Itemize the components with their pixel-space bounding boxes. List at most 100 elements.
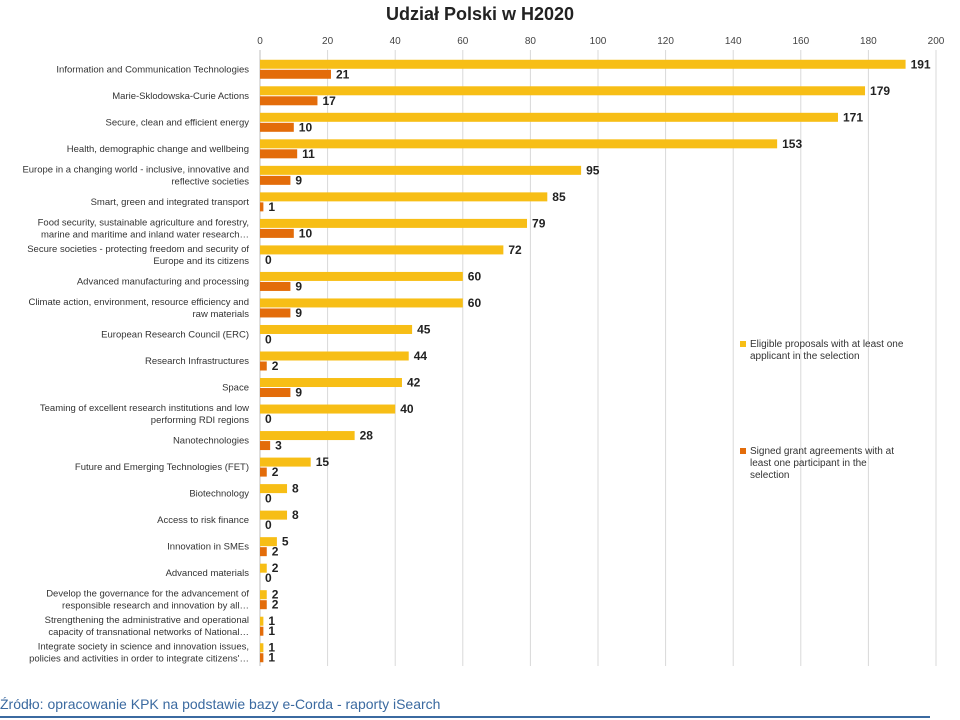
data-label: 42 bbox=[407, 376, 421, 390]
bars bbox=[260, 59, 906, 663]
category-label: Biotechnology bbox=[189, 489, 249, 500]
bar-signed bbox=[260, 308, 291, 318]
x-tick-label: 20 bbox=[322, 36, 334, 47]
category-label: Secure societies - protecting freedom an… bbox=[27, 244, 249, 267]
x-tick-label: 80 bbox=[525, 36, 537, 47]
x-tick-label: 160 bbox=[792, 36, 809, 47]
data-label: 0 bbox=[265, 518, 272, 532]
value-labels: 1912117917171101531195985179107206096094… bbox=[265, 57, 931, 664]
bar-eligible bbox=[260, 616, 264, 626]
bar-signed bbox=[260, 626, 264, 636]
data-label: 45 bbox=[417, 322, 431, 336]
data-label: 8 bbox=[292, 482, 299, 496]
category-label: Access to risk finance bbox=[157, 515, 249, 526]
data-label: 11 bbox=[302, 147, 315, 161]
bar-chart: 0 20 40 60 80 100 120 140 160 180 200 Information … bbox=[22, 36, 945, 666]
data-label: 5 bbox=[282, 535, 289, 549]
data-label: 2 bbox=[272, 588, 279, 602]
bar-eligible bbox=[260, 218, 528, 228]
data-label: 0 bbox=[265, 492, 272, 506]
data-label: 1 bbox=[268, 641, 275, 655]
x-axis-ticks: 0 20 40 60 80 100 120 140 160 180 200 bbox=[257, 36, 945, 47]
data-label: 28 bbox=[360, 429, 374, 443]
category-label: Health, demographic change and wellbeing bbox=[67, 144, 249, 155]
data-label: 0 bbox=[265, 253, 272, 267]
bar-signed bbox=[260, 69, 331, 79]
data-label: 0 bbox=[265, 332, 272, 346]
bar-eligible bbox=[260, 351, 409, 361]
legend-label-eligible: Eligible proposals with at least one appl… bbox=[750, 339, 904, 362]
bar-eligible bbox=[260, 484, 288, 494]
bar-signed bbox=[260, 96, 318, 106]
data-label: 60 bbox=[468, 269, 482, 283]
data-label: 2 bbox=[272, 359, 279, 373]
x-tick-label: 60 bbox=[457, 36, 469, 47]
category-label: Food security, sustainable agriculture a… bbox=[38, 217, 249, 240]
category-label: Climate action, environment, resource ef… bbox=[28, 297, 249, 320]
bar-signed bbox=[260, 122, 294, 132]
bar-eligible bbox=[260, 643, 264, 653]
x-tick-label: 140 bbox=[725, 36, 742, 47]
category-label: Future and Emerging Technologies (FET) bbox=[75, 462, 249, 473]
data-label: 9 bbox=[295, 173, 302, 187]
legend-swatch-eligible bbox=[740, 341, 746, 347]
category-label: Advanced manufacturing and processing bbox=[77, 276, 249, 287]
category-label: Information and Communication Technologi… bbox=[56, 64, 249, 75]
bar-eligible bbox=[260, 271, 463, 281]
data-label: 2 bbox=[272, 561, 279, 575]
category-label: Research Infrastructures bbox=[145, 356, 249, 367]
data-label: 1 bbox=[268, 200, 275, 214]
data-label: 10 bbox=[299, 120, 313, 134]
bar-eligible bbox=[260, 537, 277, 547]
data-label: 21 bbox=[336, 67, 350, 81]
category-label: Smart, green and integrated transport bbox=[91, 197, 250, 208]
bar-eligible bbox=[260, 139, 778, 149]
legend-item-eligible: Eligible proposals with at least one appl… bbox=[740, 339, 915, 363]
legend-label-signed: Signed grant agreements with at least one… bbox=[750, 446, 894, 481]
bar-eligible bbox=[260, 86, 866, 96]
data-label: 191 bbox=[911, 57, 931, 71]
bar-signed bbox=[260, 281, 291, 291]
category-label: Develop the governance for the advanceme… bbox=[46, 589, 249, 612]
x-tick-label: 40 bbox=[390, 36, 402, 47]
data-label: 2 bbox=[272, 598, 279, 612]
bar-eligible bbox=[260, 404, 396, 414]
bar-signed bbox=[260, 228, 294, 238]
bar-eligible bbox=[260, 457, 311, 467]
category-label: European Research Council (ERC) bbox=[101, 329, 249, 340]
data-label: 2 bbox=[272, 465, 279, 479]
bar-signed bbox=[260, 361, 267, 371]
data-label: 40 bbox=[400, 402, 414, 416]
bar-eligible bbox=[260, 590, 267, 600]
bar-signed bbox=[260, 600, 267, 610]
bar-eligible bbox=[260, 378, 402, 388]
category-label: Teaming of excellent research institutio… bbox=[40, 403, 249, 426]
data-label: 60 bbox=[468, 296, 482, 310]
category-label: Nanotechnologies bbox=[173, 436, 249, 447]
data-label: 15 bbox=[316, 455, 330, 469]
legend-swatch-signed bbox=[740, 448, 746, 454]
bar-signed bbox=[260, 388, 291, 398]
bar-signed bbox=[260, 653, 264, 663]
category-label: Europe in a changing world - inclusive, … bbox=[22, 164, 249, 187]
legend-item-signed: Signed grant agreements with at least one… bbox=[740, 446, 915, 482]
bar-eligible bbox=[260, 165, 582, 175]
data-label: 79 bbox=[532, 216, 546, 230]
data-label: 85 bbox=[552, 190, 566, 204]
data-label: 8 bbox=[292, 508, 299, 522]
data-label: 153 bbox=[782, 137, 802, 151]
data-label: 0 bbox=[265, 412, 272, 426]
x-tick-label: 100 bbox=[590, 36, 607, 47]
bar-signed bbox=[260, 202, 264, 212]
data-label: 0 bbox=[265, 571, 272, 585]
data-label: 44 bbox=[414, 349, 428, 363]
bar-eligible bbox=[260, 192, 548, 202]
data-label: 2 bbox=[272, 545, 279, 559]
bar-signed bbox=[260, 149, 298, 159]
data-label: 9 bbox=[295, 306, 302, 320]
bar-eligible bbox=[260, 112, 838, 122]
bar-eligible bbox=[260, 59, 906, 69]
data-label: 9 bbox=[295, 279, 302, 293]
data-label: 171 bbox=[843, 110, 863, 124]
data-label: 95 bbox=[586, 163, 600, 177]
